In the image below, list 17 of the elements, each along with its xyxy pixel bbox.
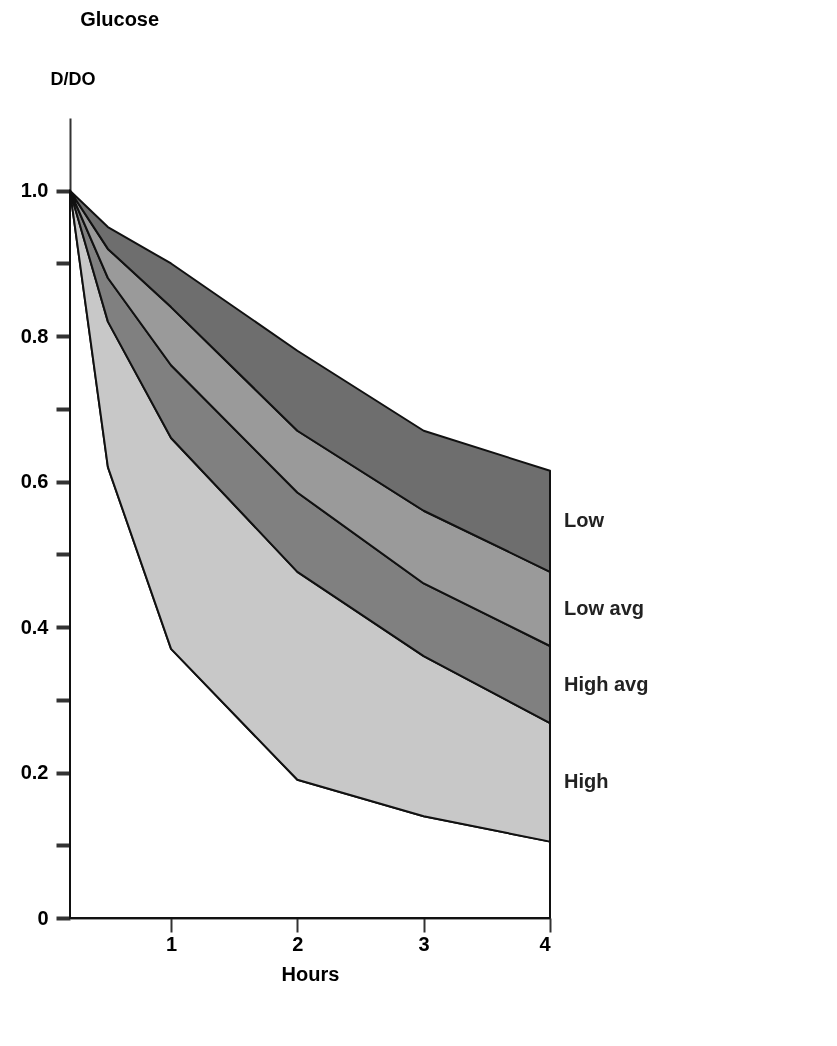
x-tick-label: 2 — [292, 932, 304, 955]
y-axis-title: D/DO — [50, 68, 96, 89]
y-tick-label: 0.4 — [20, 615, 50, 638]
x-tick-label: 1 — [165, 932, 178, 955]
x-axis-title: Hours — [281, 962, 340, 985]
y-tick-label: 1.0 — [20, 179, 49, 202]
series-label: Low avg — [564, 596, 645, 619]
y-tick-label: 0.6 — [20, 470, 49, 493]
y-tick-label: 0.2 — [20, 761, 49, 784]
chart-title: Glucose — [80, 8, 160, 30]
series-label: Low — [564, 509, 605, 532]
x-tick-label: 4 — [539, 932, 552, 955]
y-tick-label: 0 — [37, 906, 49, 929]
series-label: High avg — [564, 672, 649, 695]
x-tick-label: 3 — [418, 932, 430, 955]
series-label: High — [564, 770, 609, 793]
y-tick-label: 0.8 — [20, 324, 49, 347]
